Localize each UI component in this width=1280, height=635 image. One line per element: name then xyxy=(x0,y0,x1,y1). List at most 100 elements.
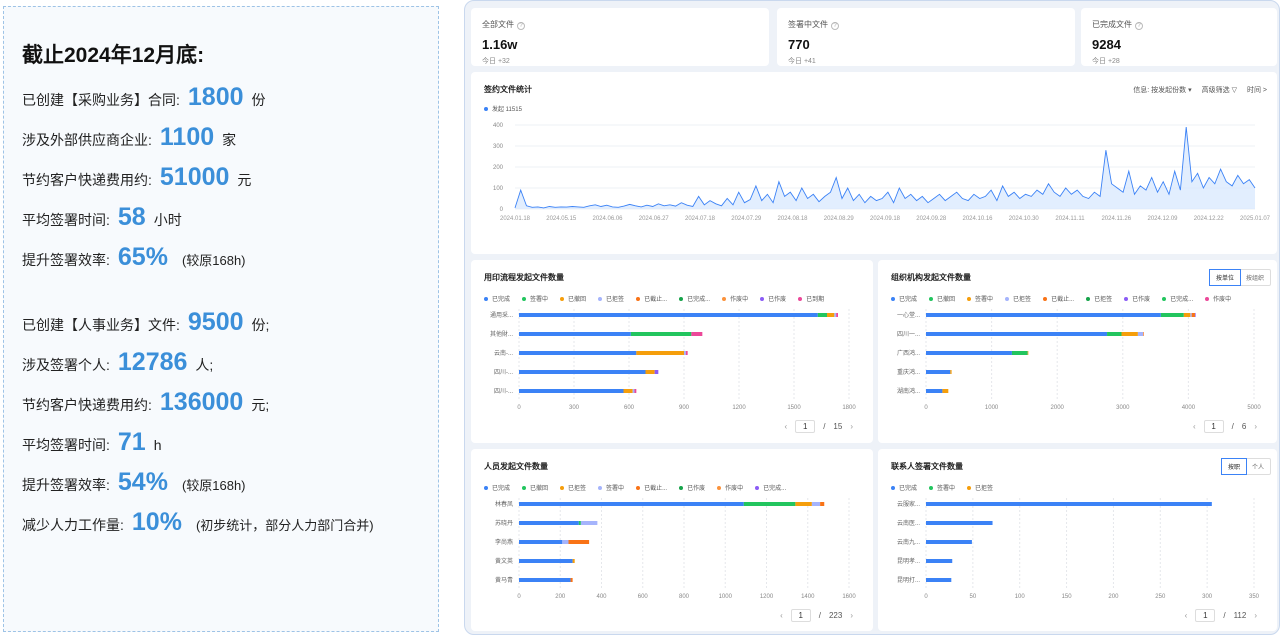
prev-page-icon[interactable]: ‹ xyxy=(780,611,783,620)
bar-segment[interactable] xyxy=(519,540,563,544)
bar-segment[interactable] xyxy=(1027,351,1029,355)
legend-item[interactable]: 已完成 xyxy=(891,483,917,492)
kpi-card-all[interactable]: 全部文件? 1.16w 今日 +32 xyxy=(471,8,769,66)
legend-item[interactable]: 已完成... xyxy=(1162,294,1193,303)
bar-segment[interactable] xyxy=(836,313,838,317)
seg-personal[interactable]: 个人 xyxy=(1251,465,1264,471)
legend-item[interactable]: 已到期 xyxy=(798,294,824,303)
bar-segment[interactable] xyxy=(926,370,951,374)
legend-item[interactable]: 作废中 xyxy=(1205,294,1231,303)
legend-item[interactable]: 已完成 xyxy=(484,483,510,492)
bar-segment[interactable] xyxy=(926,502,1212,506)
legend-item[interactable]: 签署中 xyxy=(598,483,624,492)
legend-item[interactable]: 已撤回 xyxy=(560,294,586,303)
bar-segment[interactable] xyxy=(926,540,972,544)
legend-item[interactable]: 已截止... xyxy=(636,294,667,303)
bar-segment[interactable] xyxy=(634,389,637,393)
bar-segment[interactable] xyxy=(1190,313,1192,317)
bar-segment[interactable] xyxy=(519,332,631,336)
page-input[interactable]: 1 xyxy=(790,609,811,622)
legend-item[interactable]: 作废中 xyxy=(722,294,748,303)
bar-segment[interactable] xyxy=(1160,313,1184,317)
seg-by-org[interactable]: 按组织 xyxy=(1245,276,1264,282)
legend-item[interactable]: 已拒签 xyxy=(967,483,993,492)
legend-item[interactable]: 已完成... xyxy=(755,483,786,492)
bar-segment[interactable] xyxy=(926,351,1012,355)
bar-segment[interactable] xyxy=(580,521,598,525)
prev-page-icon[interactable]: ‹ xyxy=(1184,611,1188,620)
bar-segment[interactable] xyxy=(926,521,993,525)
legend-item[interactable]: 已作废 xyxy=(1124,294,1150,303)
legend-item[interactable]: 已完成 xyxy=(484,294,510,303)
bar-segment[interactable] xyxy=(1107,332,1122,336)
legend-item[interactable]: 签署中 xyxy=(967,294,993,303)
bar-segment[interactable] xyxy=(1183,313,1191,317)
bar-segment[interactable] xyxy=(519,559,573,563)
bar-segment[interactable] xyxy=(519,313,818,317)
advanced-filter[interactable]: 高级筛选 ▽ xyxy=(1201,87,1237,94)
bar-segment[interactable] xyxy=(827,313,835,317)
bar-segment[interactable] xyxy=(926,578,952,582)
bar-segment[interactable] xyxy=(570,578,573,582)
legend-item[interactable]: 已完成 xyxy=(891,294,917,303)
bar-segment[interactable] xyxy=(820,502,825,506)
legend-item[interactable]: 已撤回 xyxy=(929,294,955,303)
bar-segment[interactable] xyxy=(1194,313,1196,317)
bar-segment[interactable] xyxy=(1191,313,1195,317)
next-page-icon[interactable]: › xyxy=(850,611,853,620)
legend-item[interactable]: 签署中 xyxy=(522,294,548,303)
legend-item[interactable]: 已拒签 xyxy=(598,294,624,303)
bar-segment[interactable] xyxy=(926,559,953,563)
seal-chart[interactable]: 0 300 600 900 1200 1500 1800 通用采... 其他財... 云南-...… xyxy=(471,260,873,443)
kpi-card-done[interactable]: 已完成文件? 9284 今日 +28 xyxy=(1081,8,1277,66)
prev-page-icon[interactable]: ‹ xyxy=(1192,422,1196,431)
bar-segment[interactable] xyxy=(519,389,624,393)
next-page-icon[interactable]: › xyxy=(1254,611,1257,620)
bar-segment[interactable] xyxy=(519,578,571,582)
trend-chart[interactable]: 0 100 200 300 400 2024.01.18 2024.05.15 2024.06… xyxy=(471,72,1277,254)
bar-segment[interactable] xyxy=(636,351,684,355)
legend-item[interactable]: 已截止... xyxy=(636,483,667,492)
person-chart[interactable]: 0 200 400 600 800 1000 1200 1400 1600 林春凤苏晓丹李尚燕黄文… xyxy=(471,449,873,631)
help-icon[interactable]: ? xyxy=(831,22,839,30)
time-filter[interactable]: 时间 > xyxy=(1246,87,1267,94)
bar-segment[interactable] xyxy=(1121,332,1138,336)
legend-item[interactable]: 已拒签 xyxy=(1086,294,1112,303)
help-icon[interactable]: ? xyxy=(1135,22,1143,30)
bar-segment[interactable] xyxy=(684,351,686,355)
bar-segment[interactable] xyxy=(1137,332,1144,336)
bar-segment[interactable] xyxy=(630,332,692,336)
page-input[interactable]: 1 xyxy=(1195,609,1216,622)
org-chart[interactable]: 0 1000 2000 3000 4000 5000 一心堂... 四川一... 广西鸿... 重… xyxy=(878,260,1277,443)
metric-select[interactable]: 信息: 按发起份数 ▾ xyxy=(1133,87,1192,94)
bar-segment[interactable] xyxy=(685,351,688,355)
bar-segment[interactable] xyxy=(654,370,659,374)
legend-item[interactable]: 已作废 xyxy=(679,483,705,492)
bar-segment[interactable] xyxy=(942,389,949,393)
page-input[interactable]: 1 xyxy=(1203,420,1224,433)
bar-segment[interactable] xyxy=(519,351,637,355)
bar-segment[interactable] xyxy=(691,332,703,336)
bar-segment[interactable] xyxy=(950,370,952,374)
next-page-icon[interactable]: › xyxy=(1254,422,1257,431)
seg-by-role[interactable]: 按职 xyxy=(1220,458,1247,475)
legend-item[interactable]: 已撤回 xyxy=(522,483,548,492)
legend-item[interactable]: 已作废 xyxy=(760,294,786,303)
bar-segment[interactable] xyxy=(519,521,579,525)
next-page-icon[interactable]: › xyxy=(850,422,853,431)
legend-item[interactable]: 已拒签 xyxy=(560,483,586,492)
legend-item[interactable]: 作废中 xyxy=(717,483,743,492)
seg-by-unit[interactable]: 按单位 xyxy=(1208,269,1241,286)
legend-item[interactable]: 签署中 xyxy=(929,483,955,492)
bar-segment[interactable] xyxy=(632,389,635,393)
prev-page-icon[interactable]: ‹ xyxy=(784,422,788,431)
help-icon[interactable]: ? xyxy=(517,22,525,30)
bar-segment[interactable] xyxy=(519,502,744,506)
bar-segment[interactable] xyxy=(926,313,1161,317)
bar-segment[interactable] xyxy=(562,540,569,544)
bar-segment[interactable] xyxy=(645,370,655,374)
legend-item[interactable]: 已完成... xyxy=(679,294,710,303)
bar-segment[interactable] xyxy=(623,389,633,393)
bar-segment[interactable] xyxy=(926,389,943,393)
contact-chart[interactable]: 0 50 100 150 200 250 300 350 云服家... 云南医... 云南九... 昆… xyxy=(878,449,1277,631)
